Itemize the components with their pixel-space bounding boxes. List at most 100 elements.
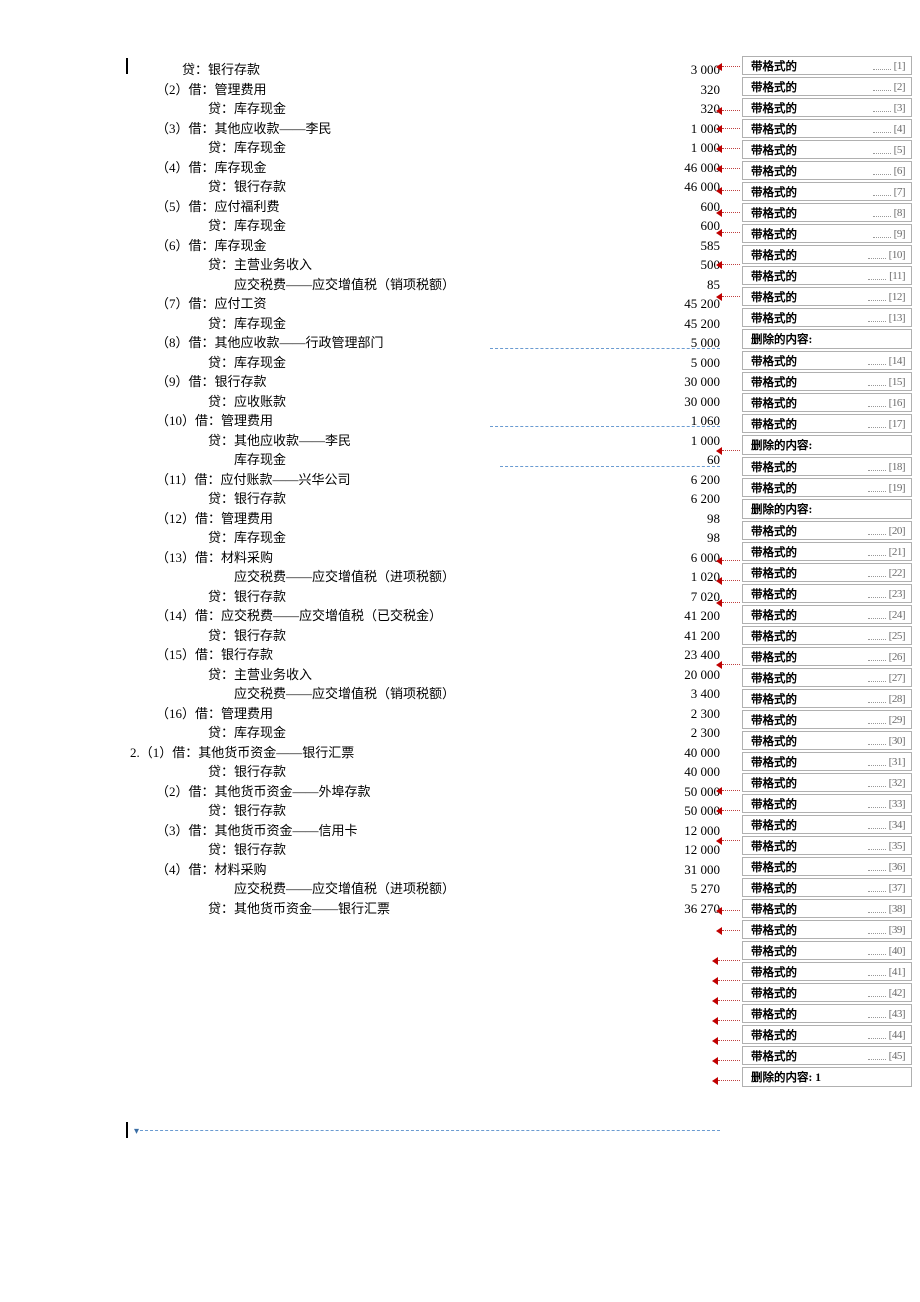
comment-reference: [10] <box>868 249 905 261</box>
comment-text: 带格式的 <box>751 459 797 475</box>
comment-reference: [23] <box>868 588 905 600</box>
formatted-comment[interactable]: 带格式的[26] <box>742 647 912 666</box>
formatted-comment[interactable]: 带格式的[24] <box>742 605 912 624</box>
formatted-comment[interactable]: 带格式的[15] <box>742 372 912 391</box>
deleted-content-comment[interactable]: 删除的内容: 1 <box>742 1067 912 1087</box>
comment-connector-line <box>722 212 740 213</box>
formatted-comment[interactable]: 带格式的[18] <box>742 457 912 476</box>
formatted-comment[interactable]: 带格式的[40] <box>742 941 912 960</box>
formatted-comment[interactable]: 带格式的[27] <box>742 668 912 687</box>
formatted-comment[interactable]: 带格式的[39] <box>742 920 912 939</box>
entry-amount: 23 400 <box>671 645 720 665</box>
comment-reference: [42] <box>868 987 905 999</box>
entry-amount: 1 000 <box>665 119 720 139</box>
comment-connector-line <box>718 1040 740 1041</box>
formatted-comment[interactable]: 带格式的[9] <box>742 224 912 243</box>
comment-reference: [29] <box>868 714 905 726</box>
formatted-comment[interactable]: 带格式的[4] <box>742 119 912 138</box>
entry-label: 贷：主营业务收入 <box>130 255 312 275</box>
entry-amount: 36 270 <box>684 899 720 919</box>
comment-connector-line <box>722 110 740 111</box>
formatted-comment[interactable]: 带格式的[1] <box>742 56 912 75</box>
entry-amount: 98 <box>707 528 720 548</box>
formatted-comment[interactable]: 带格式的[19] <box>742 478 912 497</box>
formatted-comment[interactable]: 带格式的[20] <box>742 521 912 540</box>
formatted-comment[interactable]: 带格式的 [10] <box>742 245 912 264</box>
comment-reference: [6] <box>873 165 905 177</box>
comment-text: 带格式的 <box>751 565 797 581</box>
formatted-comment[interactable]: 带格式的[3] <box>742 98 912 117</box>
journal-entry-line: 贷：银行存款12 000 <box>130 840 720 860</box>
entry-amount: 85 <box>671 275 720 295</box>
journal-entry-line: （15）借：银行存款 23 400 <box>130 645 720 665</box>
entry-label: （14）借：应交税费——应交增值税（已交税金） <box>130 606 442 626</box>
comment-reference: [34] <box>868 819 905 831</box>
formatted-comment[interactable]: 带格式的[23] <box>742 584 912 603</box>
journal-entry-line: 贷：银行存款50 000 <box>130 801 720 821</box>
comment-text: 带格式的 <box>751 775 797 791</box>
formatted-comment[interactable]: 带格式的[37] <box>742 878 912 897</box>
connector-arrow-icon <box>712 977 718 985</box>
formatted-comment[interactable]: 带格式的[43] <box>742 1004 912 1023</box>
formatted-comment[interactable]: 带格式的[35] <box>742 836 912 855</box>
formatted-comment[interactable]: 带格式的[29] <box>742 710 912 729</box>
comment-text: 带格式的 <box>751 544 797 560</box>
entry-label: （3）借：其他货币资金——信用卡 <box>130 821 358 841</box>
deleted-content-comment[interactable]: 删除的内容: <box>742 435 912 455</box>
formatted-comment[interactable]: 带格式的[12] <box>742 287 912 306</box>
formatted-comment[interactable]: 带格式的[7] <box>742 182 912 201</box>
formatted-comment[interactable]: 带格式的[41] <box>742 962 912 981</box>
entry-label: 库存现金 <box>130 450 286 470</box>
formatted-comment[interactable]: 带格式的[5] <box>742 140 912 159</box>
formatted-comment[interactable]: 带格式的[22] <box>742 563 912 582</box>
comment-reference: [9] <box>873 228 905 240</box>
entry-amount: 2 300 <box>691 723 720 743</box>
comment-text: 带格式的 <box>751 268 797 284</box>
comment-text: 带格式的 <box>751 985 797 1001</box>
entry-amount: 30 000 <box>684 372 720 392</box>
formatted-comment[interactable]: 带格式的[44] <box>742 1025 912 1044</box>
comment-connector-line <box>722 560 740 561</box>
comment-text: 带格式的 <box>751 79 797 95</box>
formatted-comment[interactable]: 带格式的 [42] <box>742 983 912 1002</box>
formatted-comment[interactable]: 带格式的[45] <box>742 1046 912 1065</box>
comment-reference: [3] <box>873 102 905 114</box>
comment-reference: [21] <box>868 546 905 558</box>
entry-label: 贷：主营业务收入 <box>130 665 312 685</box>
formatted-comment[interactable]: 带格式的 [21] <box>742 542 912 561</box>
formatted-comment[interactable]: 带格式的[6] <box>742 161 912 180</box>
journal-entry-line: （2）借：其他货币资金——外埠存款50 000 <box>130 782 720 802</box>
deleted-content-comment[interactable]: 删除的内容: <box>742 329 912 349</box>
formatted-comment[interactable]: 带格式的[8] <box>742 203 912 222</box>
comment-connector-line <box>718 1020 740 1021</box>
comment-text: 删除的内容: <box>751 331 812 347</box>
comment-reference: [40] <box>868 945 905 957</box>
comment-text: 带格式的 <box>751 1027 797 1043</box>
formatted-comment[interactable]: 带格式的[25] <box>742 626 912 645</box>
entry-label: （5）借：应付福利费 <box>130 197 280 217</box>
formatted-comment[interactable]: 带格式的[2] <box>742 77 912 96</box>
comment-text: 带格式的 <box>751 121 797 137</box>
deleted-content-comment[interactable]: 删除的内容: <box>742 499 912 519</box>
formatted-comment[interactable]: 带格式的[30] <box>742 731 912 750</box>
formatted-comment[interactable]: 带格式的[17] <box>742 414 912 433</box>
comment-connector-line <box>718 1060 740 1061</box>
formatted-comment[interactable]: 带格式的[34] <box>742 815 912 834</box>
formatted-comment[interactable]: 带格式的[14] <box>742 351 912 370</box>
formatted-comment[interactable]: 带格式的[32] <box>742 773 912 792</box>
comment-text: 带格式的 <box>751 184 797 200</box>
formatted-comment[interactable]: 带格式的[13] <box>742 308 912 327</box>
formatted-comment[interactable]: 带格式的[16] <box>742 393 912 412</box>
formatted-comment[interactable]: 带格式的[31] <box>742 752 912 771</box>
comment-text: 带格式的 <box>751 247 797 263</box>
comment-reference: [15] <box>868 376 905 388</box>
formatted-comment[interactable]: 带格式的[11] <box>742 266 912 285</box>
comment-reference: [1] <box>873 60 905 72</box>
journal-entry-line: （4）借：材料采购31 000 <box>130 860 720 880</box>
formatted-comment[interactable]: 带格式的[38] <box>742 899 912 918</box>
comment-reference: [5] <box>873 144 905 156</box>
formatted-comment[interactable]: 带格式的[33] <box>742 794 912 813</box>
formatted-comment[interactable]: 带格式的[36] <box>742 857 912 876</box>
entry-amount: 98 <box>671 509 720 529</box>
formatted-comment[interactable]: 带格式的[28] <box>742 689 912 708</box>
